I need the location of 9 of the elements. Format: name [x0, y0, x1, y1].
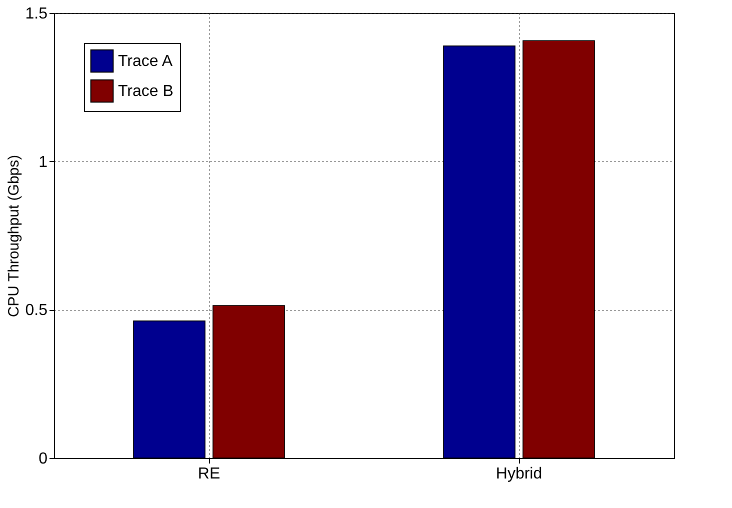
y-tick-label: 1	[38, 154, 48, 171]
legend-label: Trace B	[118, 83, 174, 100]
y-tick-label: 1.5	[25, 6, 48, 22]
y-tick-label: 0.5	[25, 302, 48, 320]
y-tick-label: 0	[38, 450, 48, 468]
y-axis-title: CPU Throughput (Gbps)	[5, 154, 22, 318]
x-tick-label: RE	[198, 466, 220, 482]
x-tick-label: Hybrid	[496, 466, 542, 482]
legend-label: Trace A	[118, 53, 173, 70]
